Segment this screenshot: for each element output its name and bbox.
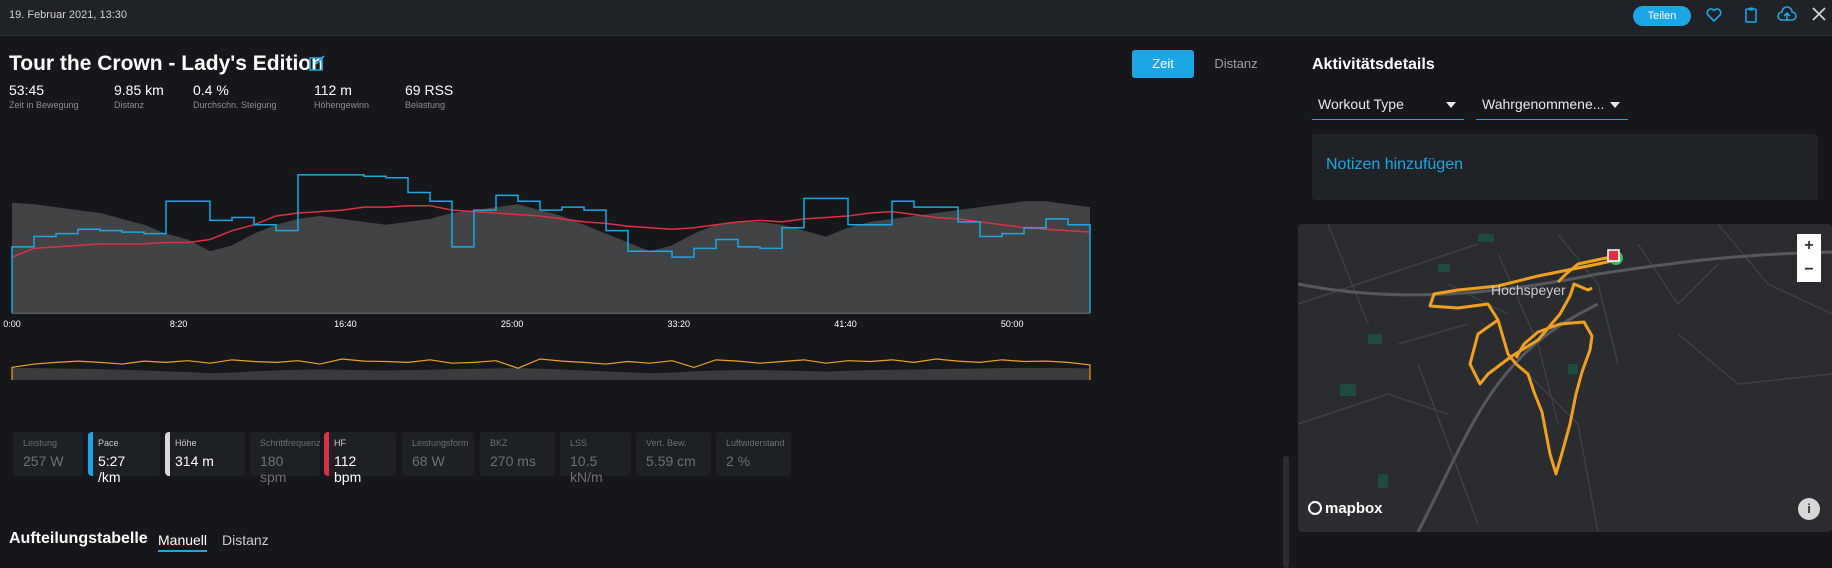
metric-value: 2 % — [726, 453, 751, 469]
notes-placeholder: Notizen hinzufügen — [1326, 156, 1463, 173]
perceived-effort-select[interactable]: Wahrgenommene... — [1476, 90, 1628, 120]
metric-label: LSS — [570, 438, 588, 448]
perceived-effort-value: Wahrgenommene... — [1482, 96, 1605, 112]
share-button[interactable]: Teilen — [1633, 6, 1691, 26]
metric-tile-pace[interactable]: Pace 5:27 /km — [88, 432, 160, 485]
edit-icon[interactable] — [308, 54, 328, 74]
x-tick-label: 16:40 — [334, 319, 357, 329]
stat-label: Zeit in Bewegung — [9, 100, 79, 110]
stat-moving-time: 53:45 Zeit in Bewegung — [9, 82, 79, 110]
metric-label: Pace — [98, 438, 119, 448]
stat-value: 112 m — [314, 82, 352, 98]
stat-distance: 9.85 km Distanz — [114, 82, 164, 110]
chevron-down-icon — [1446, 102, 1456, 108]
metric-label: Luftwiderstand — [726, 438, 785, 448]
workout-type-select[interactable]: Workout Type — [1312, 90, 1464, 120]
x-tick-label: 0:00 — [3, 319, 21, 329]
x-tick-label: 8:20 — [170, 319, 188, 329]
metric-label: Höhe — [175, 438, 197, 448]
clipboard-icon[interactable] — [1740, 6, 1762, 28]
metric-tile-höhe[interactable]: Höhe 314 m — [165, 432, 245, 476]
details-title: Aktivitätsdetails — [1312, 56, 1435, 73]
stat-avg-grade: 0.4 % Durchschn. Steigung — [193, 82, 277, 110]
activity-title: Tour the Crown - Lady's Edition — [9, 52, 324, 75]
metric-label: BKZ — [490, 438, 508, 448]
stat-value: 69 RSS — [405, 82, 454, 98]
map-town-label: Hochspeyer — [1491, 282, 1566, 298]
mapbox-logo[interactable]: mapbox — [1308, 500, 1383, 517]
metric-tile-bkz[interactable]: BKZ 270 ms — [480, 432, 555, 476]
metric-value: 5.59 cm — [646, 453, 696, 469]
details-panel: Aktivitätsdetails Workout Type Wahrgenom… — [1298, 44, 1832, 532]
metric-tile-luftwiderstand[interactable]: Luftwiderstand 2 % — [716, 432, 791, 476]
metric-label: Leistungsform — [412, 438, 469, 448]
metric-value: 10.5 kN/m — [570, 453, 603, 485]
metric-tile-schrittfrequenz[interactable]: Schrittfrequenz 180 spm — [250, 432, 321, 485]
stat-elevation-gain: 112 m Höhengewinn — [314, 82, 369, 110]
heart-icon[interactable] — [1703, 6, 1725, 28]
notes-field[interactable]: Notizen hinzufügen — [1312, 134, 1818, 200]
stat-value: 9.85 km — [114, 82, 164, 98]
map-canvas — [1298, 224, 1832, 532]
route-map[interactable]: Hochspeyer + − mapbox i — [1298, 224, 1832, 532]
info-icon[interactable]: i — [1798, 498, 1820, 520]
view-toggle-distance[interactable]: Distanz — [1214, 56, 1258, 71]
activity-chart[interactable]: 0:00 8:20 16:40 25:00 33:20 41:40 50:00 — [0, 166, 1290, 446]
splits-title: Aufteilungstabelle — [9, 530, 148, 547]
chevron-down-icon — [1610, 102, 1620, 108]
series-area-elevation — [12, 201, 1090, 313]
activity-panel: Tour the Crown - Lady's Edition Zeit Dis… — [0, 36, 1290, 568]
metric-color-bar — [324, 432, 329, 476]
cloud-upload-icon[interactable] — [1776, 6, 1798, 28]
stat-label: Durchschn. Steigung — [193, 100, 277, 110]
metric-value: 270 ms — [490, 453, 536, 469]
zoom-out-button[interactable]: − — [1797, 258, 1821, 282]
mapbox-icon — [1308, 501, 1322, 515]
x-tick-label: 50:00 — [1001, 319, 1024, 329]
metric-value: 180 spm — [260, 453, 287, 485]
metric-value: 5:27 /km — [98, 453, 126, 485]
view-toggle-time[interactable]: Zeit — [1132, 50, 1194, 78]
x-tick-label: 33:20 — [668, 319, 691, 329]
metric-label: Vert. Bew. — [646, 438, 687, 448]
metric-color-bar — [165, 432, 170, 476]
metric-value: 112 bpm — [334, 453, 362, 485]
metric-label: Schrittfrequenz — [260, 438, 321, 448]
series-line-hr — [11, 204, 1091, 258]
activity-date: 19. Februar 2021, 13:30 — [9, 9, 128, 21]
workout-type-value: Workout Type — [1318, 96, 1404, 112]
stat-label: Höhengewinn — [314, 100, 370, 110]
mapbox-attribution: mapbox — [1325, 500, 1383, 517]
metric-tile-leistung[interactable]: Leistung 257 W — [13, 432, 83, 476]
metric-tile-leistungsform[interactable]: Leistungsform 68 W — [402, 432, 474, 476]
zoom-in-button[interactable]: + — [1797, 234, 1821, 258]
tab-distance[interactable]: Distanz — [222, 532, 269, 548]
stat-value: 0.4 % — [193, 82, 229, 98]
x-tick-label: 25:00 — [501, 319, 524, 329]
x-tick-label: 41:40 — [834, 319, 857, 329]
metric-label: HF — [334, 438, 346, 448]
metric-label: Leistung — [23, 438, 58, 448]
scrollbar[interactable] — [1283, 456, 1289, 568]
stat-value: 53:45 — [9, 82, 45, 98]
top-bar: 19. Februar 2021, 13:30 Teilen — [0, 0, 1832, 36]
metric-tile-lss[interactable]: LSS 10.5 kN/m — [560, 432, 631, 485]
metric-value: 257 W — [23, 453, 64, 469]
series-area-elevation-lower — [12, 367, 1090, 380]
stat-load: 69 RSS Belastung — [405, 82, 453, 110]
series-line-power — [11, 358, 1091, 380]
metric-tile-vert-bew-[interactable]: Vert. Bew. 5.59 cm — [636, 432, 711, 476]
series-line-pace — [11, 174, 1091, 313]
metric-value: 68 W — [412, 453, 445, 469]
stat-label: Distanz — [114, 100, 145, 110]
close-icon[interactable] — [1808, 6, 1830, 28]
stat-label: Belastung — [405, 100, 446, 110]
metric-color-bar — [88, 432, 93, 476]
tab-manual[interactable]: Manuell — [158, 532, 208, 552]
metric-tile-hf[interactable]: HF 112 bpm — [324, 432, 396, 485]
metric-value: 314 m — [175, 453, 214, 469]
